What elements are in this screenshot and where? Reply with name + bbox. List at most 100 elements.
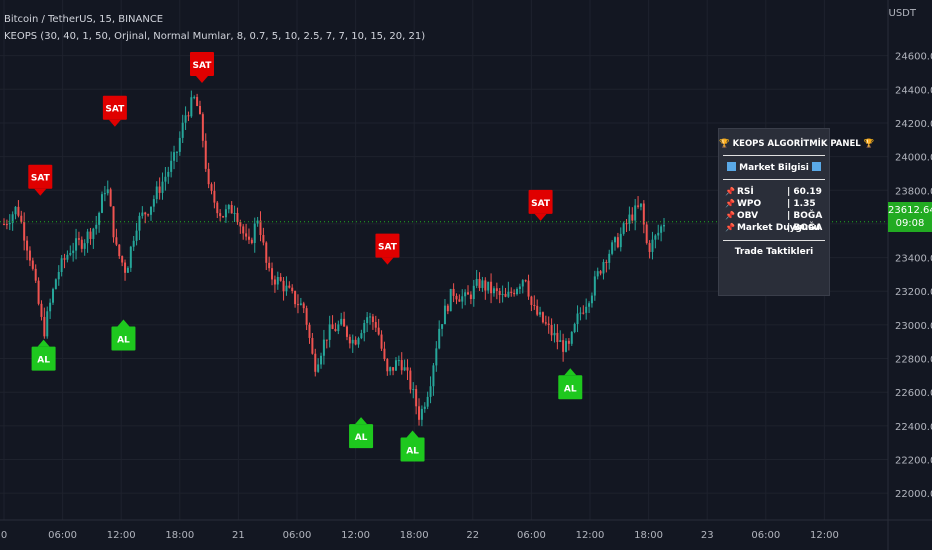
candle-body	[406, 367, 409, 371]
metric-label: OBV	[736, 211, 759, 221]
candle-body	[103, 193, 106, 195]
time-axis-label: 06:00	[751, 530, 780, 541]
sell-signal[interactable]: SAT	[528, 189, 553, 221]
candle-body	[443, 305, 446, 325]
signal-markers: SAT SAT SAT SAT SAT AL AL AL AL AL	[28, 51, 583, 462]
candle-body	[204, 140, 207, 169]
candle-body	[619, 233, 622, 248]
sell-signal[interactable]: SAT	[190, 51, 214, 83]
candle-body	[149, 206, 152, 215]
candle-body	[663, 225, 665, 227]
candle-body	[458, 299, 461, 302]
candles	[3, 90, 665, 427]
candle-body	[354, 339, 357, 345]
candle-body	[507, 291, 510, 297]
candle-body	[487, 281, 490, 291]
candle-body	[271, 268, 274, 280]
candle-body	[49, 302, 52, 312]
pin-icon: 📌	[725, 211, 735, 220]
candle-body	[651, 239, 654, 252]
candle-body	[98, 212, 101, 225]
candle-body	[273, 279, 276, 285]
grid	[0, 0, 888, 520]
sell-signal-label: SAT	[531, 199, 551, 209]
candle-body	[132, 240, 135, 247]
candle-body	[614, 237, 617, 243]
price-axis-label: 22000.00	[895, 489, 932, 500]
candle-body	[213, 190, 216, 203]
candle-body	[118, 244, 121, 257]
candle-body	[608, 253, 611, 263]
candle-body	[429, 386, 432, 397]
candle-body	[268, 262, 271, 269]
buy-signal[interactable]: AL	[558, 368, 583, 400]
candle-body	[490, 281, 493, 294]
candle-body	[343, 318, 346, 327]
buy-signal[interactable]: AL	[400, 430, 425, 462]
candle-body	[593, 276, 596, 296]
sell-signal[interactable]: SAT	[375, 233, 400, 265]
buy-signal[interactable]: AL	[349, 417, 374, 449]
candle-body	[400, 360, 403, 371]
sell-signal-label: SAT	[378, 243, 398, 253]
candle-body	[590, 295, 593, 304]
candle-body	[481, 280, 484, 288]
candle-body	[106, 189, 109, 194]
candle-body	[60, 258, 63, 272]
candle-body	[184, 115, 187, 123]
symbol-title[interactable]: Bitcoin / TetherUS, 15, BINANCE	[4, 14, 164, 25]
panel-row: 📌 OBV | BOĞA	[719, 210, 829, 222]
candle-body	[233, 213, 236, 215]
candle-body	[495, 288, 498, 291]
price-axis-label: 22600.00	[895, 388, 932, 399]
candle-body	[392, 367, 395, 371]
candle-body	[357, 338, 360, 345]
candle-body	[363, 323, 366, 334]
candle-body	[89, 231, 92, 239]
candle-body	[135, 230, 138, 241]
panel-divider	[723, 155, 825, 156]
candle-body	[178, 137, 181, 152]
metric-value: | BOĞA	[787, 211, 823, 221]
candle-body	[504, 293, 507, 297]
sell-signal[interactable]: SAT	[28, 164, 53, 196]
candle-body	[31, 260, 34, 269]
candle-body	[648, 243, 651, 252]
candle-body	[181, 122, 184, 138]
candle-body	[562, 340, 565, 352]
candle-body	[423, 406, 426, 409]
candle-body	[467, 292, 470, 295]
candle-body	[121, 256, 124, 263]
candle-body	[452, 288, 455, 296]
candle-body	[637, 205, 640, 207]
buy-signal[interactable]: AL	[111, 319, 136, 351]
time-axis-label: 18:00	[634, 530, 663, 541]
candle-body	[527, 280, 530, 297]
candle-body	[386, 359, 389, 372]
price-axis-label: 24600.00	[895, 52, 932, 63]
candle-body	[524, 280, 527, 282]
indicator-title[interactable]: KEOPS (30, 40, 1, 50, Orjinal, Normal Mu…	[4, 31, 426, 42]
candle-body	[582, 312, 585, 314]
candle-body	[325, 339, 328, 341]
candle-body	[164, 176, 167, 182]
candle-body	[72, 250, 75, 253]
candle-body	[198, 105, 201, 115]
price-axis-label: 22200.00	[895, 456, 932, 467]
candle-body	[242, 226, 245, 234]
candle-body	[541, 312, 544, 323]
buy-signal[interactable]: AL	[31, 339, 56, 371]
candle-body	[611, 242, 614, 254]
candle-body	[605, 261, 608, 263]
sell-signal[interactable]: SAT	[102, 95, 127, 127]
candle-body	[167, 171, 170, 177]
candle-body	[247, 236, 250, 240]
candle-body	[152, 199, 155, 207]
candle-body	[77, 238, 80, 240]
buy-signal-label: AL	[37, 356, 50, 366]
candle-body	[54, 279, 57, 290]
candle-body	[320, 355, 323, 365]
candle-body	[639, 203, 642, 207]
